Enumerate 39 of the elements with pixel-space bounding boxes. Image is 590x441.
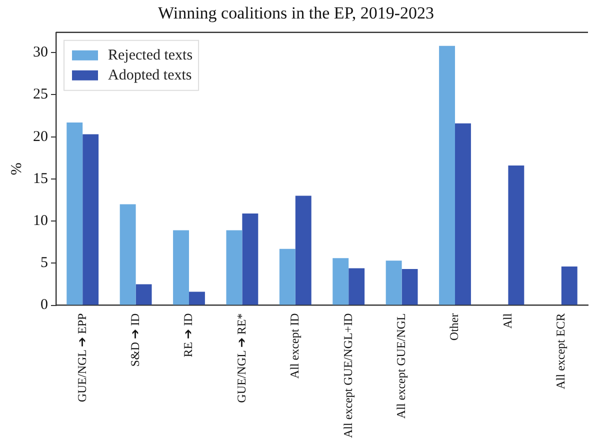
bar bbox=[561, 266, 578, 305]
legend-label: Rejected texts bbox=[108, 47, 193, 64]
bar bbox=[402, 269, 418, 305]
bar bbox=[136, 284, 152, 305]
bar bbox=[226, 230, 242, 305]
bar bbox=[120, 204, 136, 305]
x-tick-label: S&D ➔ ID bbox=[128, 312, 142, 367]
x-tick-label: All except GUE/NGL+ID bbox=[340, 312, 355, 438]
chart-title: Winning coalitions in the EP, 2019-2023 bbox=[158, 4, 434, 23]
x-tick-label: All except ECR bbox=[554, 313, 568, 390]
x-tick-label: All except ID bbox=[288, 312, 302, 379]
x-tick-label: Other bbox=[447, 313, 462, 341]
y-tick-label: 25 bbox=[33, 86, 48, 103]
bar bbox=[455, 123, 471, 305]
legend-label: Adopted texts bbox=[108, 67, 192, 84]
bar bbox=[386, 260, 402, 305]
bar bbox=[66, 122, 83, 305]
bar bbox=[295, 196, 312, 305]
bar bbox=[189, 292, 205, 305]
y-tick-label: 20 bbox=[33, 128, 48, 145]
y-tick-label: 15 bbox=[33, 170, 48, 187]
bar bbox=[242, 213, 258, 305]
y-tick-label: 0 bbox=[40, 297, 48, 314]
bar bbox=[508, 165, 524, 305]
x-tick-label: RE ➔ ID bbox=[181, 312, 196, 358]
x-tick-label: GUE/NGL ➔ RE* bbox=[234, 313, 248, 403]
y-tick-label: 10 bbox=[33, 212, 48, 229]
y-axis-title: % bbox=[8, 162, 25, 176]
bar bbox=[439, 46, 455, 305]
bar bbox=[348, 268, 365, 305]
x-tick-label: All bbox=[500, 312, 514, 329]
bar bbox=[82, 134, 99, 305]
bar bbox=[279, 248, 296, 305]
bar bbox=[332, 258, 349, 305]
x-tick-label: GUE/NGL ➔ EPP bbox=[74, 312, 89, 402]
x-tick-label: All except GUE/NGL bbox=[394, 313, 408, 419]
y-tick-label: 5 bbox=[40, 255, 48, 272]
y-tick-label: 30 bbox=[33, 44, 48, 61]
bar bbox=[173, 230, 189, 305]
